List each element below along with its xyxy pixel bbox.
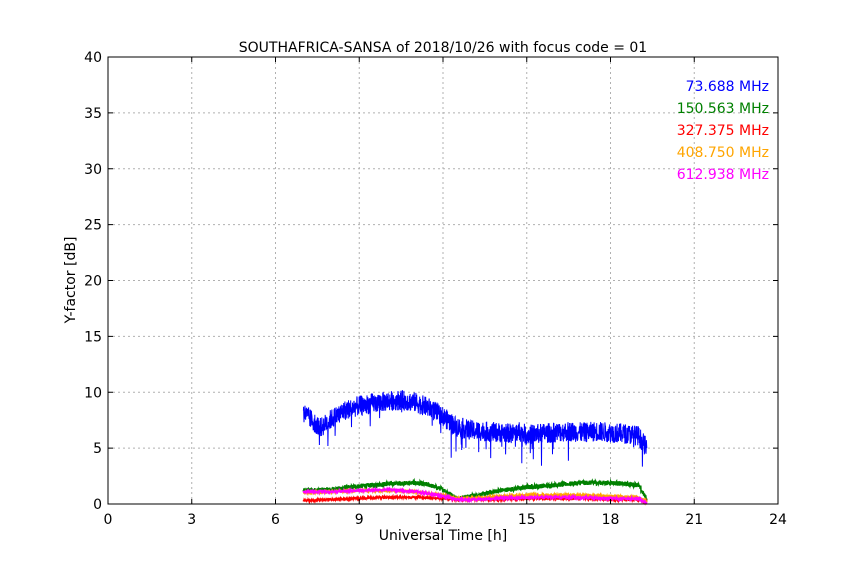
series-layer [302, 390, 648, 506]
x-tick-label: 3 [187, 512, 196, 528]
y-tick-label: 0 [93, 497, 102, 513]
y-tick-label: 40 [84, 50, 102, 66]
x-tick-label: 0 [104, 512, 113, 528]
tick-layer: 0 3 6 9 12 15 18 21 24 0 5 10 15 20 25 30 35 40 [84, 50, 787, 528]
x-tick-label: 12 [434, 512, 452, 528]
legend-entry: 150.563 MHz [677, 101, 769, 117]
x-tick-label: 18 [602, 512, 620, 528]
y-tick-label: 35 [84, 106, 102, 122]
y-tick-label: 25 [84, 218, 102, 234]
y-tick-label: 15 [84, 329, 102, 345]
series-line-0 [302, 390, 648, 467]
chart-title: SOUTHAFRICA-SANSA of 2018/10/26 with foc… [239, 40, 647, 56]
legend-entry: 612.938 MHz [677, 167, 769, 183]
legend: 73.688 MHz 150.563 MHz 327.375 MHz 408.750 … [677, 79, 769, 183]
series-line-4 [302, 486, 648, 505]
x-axis-label: Universal Time [h] [379, 528, 507, 544]
y-axis-label: Y-factor [dB] [63, 237, 79, 325]
grid-layer [108, 57, 778, 504]
legend-entry: 408.750 MHz [677, 145, 769, 161]
legend-entry: 73.688 MHz [686, 79, 769, 95]
legend-entry: 327.375 MHz [677, 123, 769, 139]
y-tick-label: 5 [93, 441, 102, 457]
y-tick-label: 10 [84, 385, 102, 401]
series-line-1 [302, 477, 648, 503]
y-tick-label: 30 [84, 162, 102, 178]
x-tick-label: 21 [685, 512, 703, 528]
x-tick-label: 6 [271, 512, 280, 528]
x-tick-label: 15 [518, 512, 536, 528]
x-tick-label: 24 [769, 512, 787, 528]
y-tick-label: 20 [84, 274, 102, 290]
x-tick-label: 9 [355, 512, 364, 528]
